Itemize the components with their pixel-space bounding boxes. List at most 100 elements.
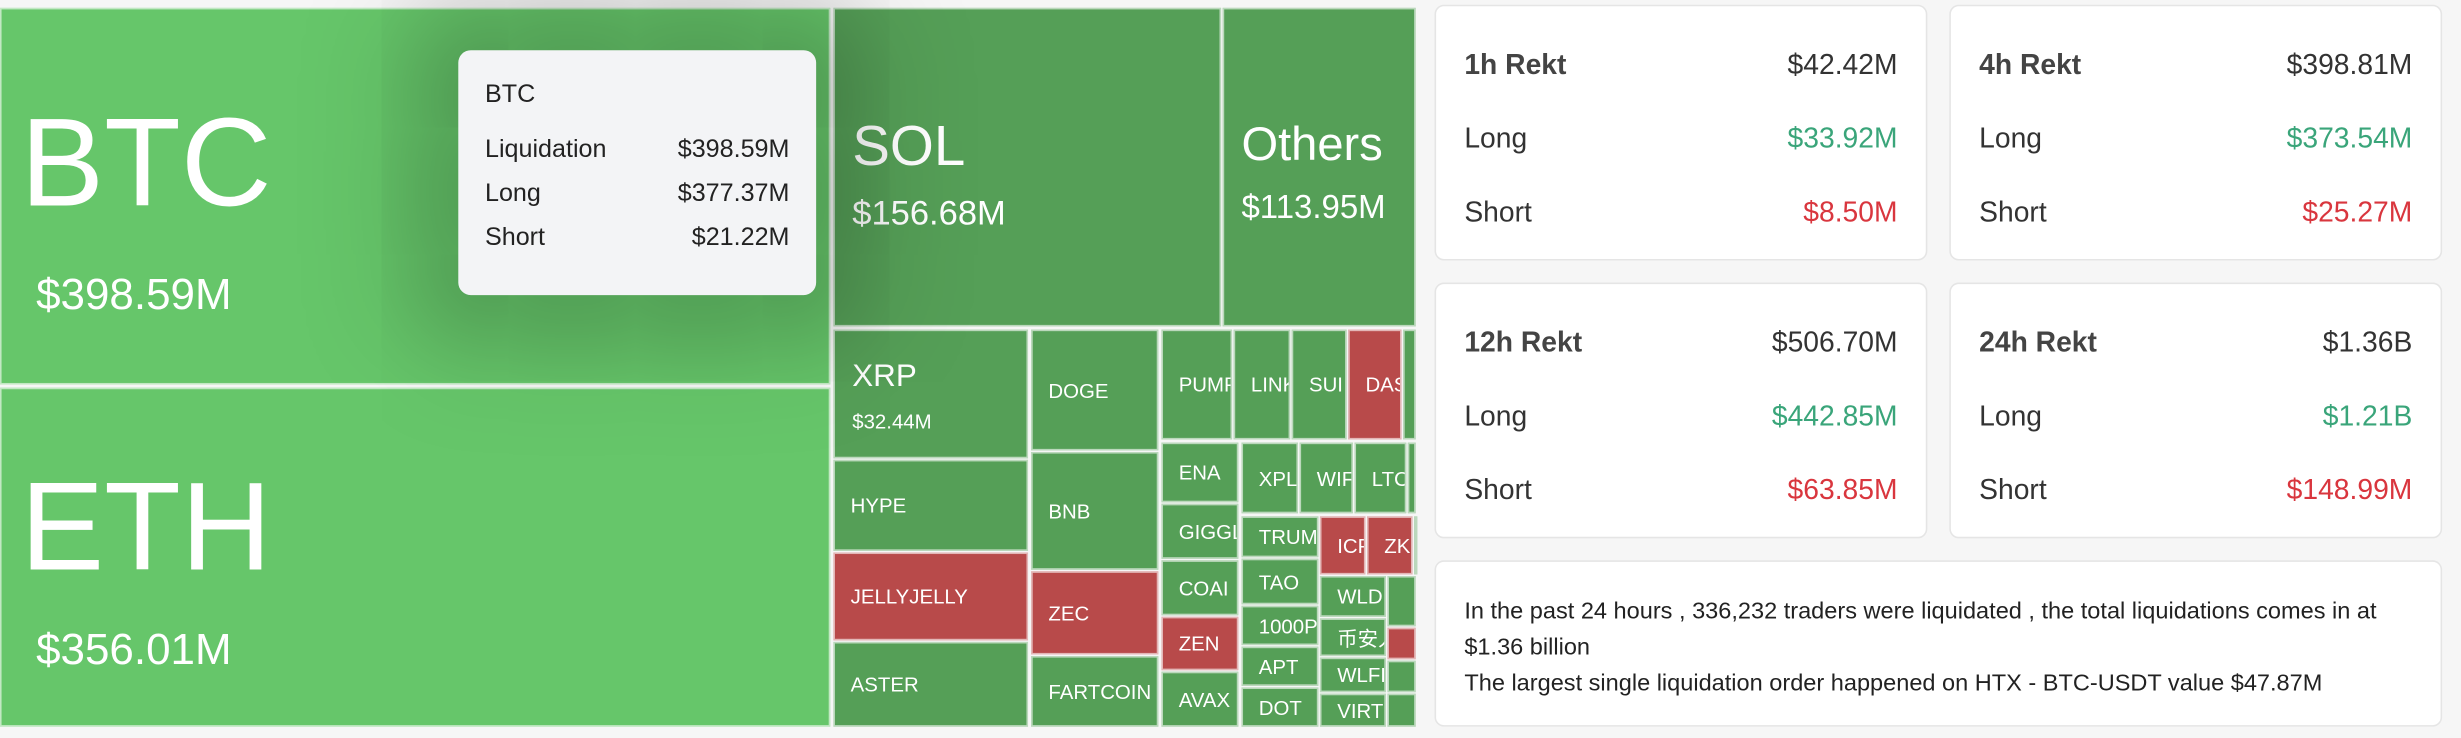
tile: DOGE [1031,329,1159,451]
rekt-card: 1h Rekt $42.42M Long $33.92M Short $8.50M [1434,4,1928,261]
tooltip: BTC Liquidation $398.59M Long $377.37M Short… [458,50,817,296]
card-title: 24h Rekt [1979,326,2097,358]
card-row: Short $148.99M [1979,454,2412,528]
card-row-label: Long [1464,400,1528,432]
card-row-label: Long [1979,122,2042,154]
tile-name: SOL [852,113,966,178]
tile: WLD [1319,576,1386,617]
tile-sliver [1387,627,1416,660]
rekt-card: 4h Rekt $398.81M Long $373.54M Short $25.27M [1949,4,2443,261]
card-row-value: $373.54M [2286,122,2413,154]
tile: DASH [1348,329,1402,440]
tile: ZEN [1161,616,1239,671]
card-row-value: $442.85M [1771,400,1898,432]
tile: SUI [1291,329,1347,440]
tile-name: BNB [1048,499,1091,523]
tile: GIGGLE [1161,503,1239,559]
summary-line: In the past 24 hours , 336,232 traders w… [1464,597,2377,661]
card-row: Long $1.21B [1979,380,2412,454]
tooltip-label: Liquidation [484,136,607,164]
card-header: 1h Rekt $42.42M [1464,28,1897,102]
tile-name: TAO [1258,569,1300,594]
card-row-value: $8.50M [1803,196,1898,228]
tile: DOT [1241,687,1319,727]
tile: WIF [1299,442,1353,514]
tooltip-value: $377.37M [677,180,790,208]
tile-name: APT [1258,654,1299,679]
tooltip-rows: Liquidation $398.59M Long $377.37M Short $21.… [485,129,789,261]
tile: ZK [1367,516,1413,575]
tile: ICP [1319,516,1366,575]
card-row: Short $25.27M [1979,176,2412,250]
tile-name: DOGE [1048,378,1109,402]
tile: SOL $156.68M [833,7,1222,327]
tooltip-label: Long [484,180,541,208]
tile-name: LINK [1250,372,1289,397]
tile-name: 1000PEPE [1258,613,1318,638]
tooltip-label: Short [484,224,546,252]
card-row: Short $63.85M [1464,454,1897,528]
tile-name: DASH [1365,372,1400,397]
tile-sliver [1403,329,1416,440]
card-row: Long $373.54M [1979,102,2412,176]
tooltip-value: $21.22M [691,224,790,252]
tile-name: SUI [1308,372,1343,397]
tile-name: ENA [1178,460,1221,485]
tile-name: PUMP [1178,372,1233,397]
tile: LTC [1354,442,1407,514]
tile-name: ZEC [1048,601,1090,625]
tile-value: $113.95M [1241,189,1386,227]
card-title: 1h Rekt [1464,48,1567,81]
tile-name: DOT [1258,695,1302,719]
tile-name: Others [1241,119,1383,172]
tile-value: $32.44M [852,409,932,434]
card-total: $42.42M [1787,48,1898,81]
tile: ZEC [1031,571,1159,655]
tile-sliver [1387,576,1416,627]
tile: TAO [1241,558,1319,605]
tile: ETH $356.01M [0,387,831,727]
tile-name: 币安人生 [1337,627,1384,651]
tile-sliver [1387,693,1416,727]
card-row-value: $148.99M [2286,473,2413,506]
card-row-label: Short [1464,473,1532,506]
card-row-value: $63.85M [1787,473,1898,506]
tile-value: $398.59M [36,269,232,319]
card-header: 4h Rekt $398.81M [1979,28,2412,102]
tile-name: ZEN [1178,631,1220,656]
card-total: $398.81M [2286,48,2413,81]
card-row-label: Long [1464,122,1528,154]
tile: TRUMP [1241,516,1319,558]
tile: 1000PEPE [1241,605,1319,646]
tile: WLFI [1319,657,1386,693]
tile-sliver [1407,442,1416,514]
tile-name: VIRTUAL [1337,698,1384,722]
tile-name: ETH [20,456,272,597]
tile: XRP $32.44M [833,329,1029,459]
card-row-label: Short [1979,473,2047,506]
tile-name: HYPE [850,493,907,518]
card-row: Long $442.85M [1464,380,1897,454]
tile-name: ZK [1384,533,1411,558]
summary-line: The largest single liquidation order hap… [1464,670,2323,697]
card-row-label: Short [1979,196,2047,228]
tile-sliver [1414,516,1418,575]
tile-name: WLFI [1337,663,1386,687]
tile: PUMP [1161,329,1233,440]
card-row-value: $25.27M [2302,196,2413,228]
tile-name: ASTER [850,672,919,697]
card-title: 4h Rekt [1979,48,2082,81]
tile: LINK [1233,329,1291,440]
tile-name: XRP [852,359,917,394]
tile: BNB [1031,452,1159,570]
card-row-label: Long [1979,400,2042,432]
rekt-card: 12h Rekt $506.70M Long $442.85M Short $63.85M [1434,282,1928,539]
tooltip-row: Short $21.22M [485,217,789,261]
tile-name: BTC [20,92,272,233]
rekt-card: 24h Rekt $1.36B Long $1.21B Short $148.99M [1949,282,2443,539]
tile: AVAX [1161,671,1239,727]
tile: FARTCOIN [1031,656,1159,727]
tile-value: $356.01M [36,624,232,674]
